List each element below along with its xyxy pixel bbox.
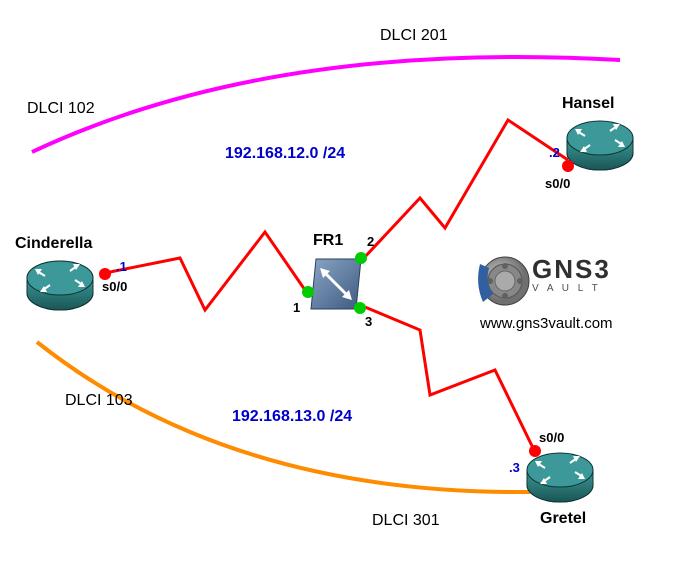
router-gretel [525,450,595,505]
iface-gretel: s0/0 [539,430,564,445]
port-gretel [529,445,541,457]
label-dlci-301: DLCI 301 [372,512,440,530]
port-fr1-3 [354,302,366,314]
label-cinderella: Cinderella [15,235,92,253]
label-hansel: Hansel [562,95,614,113]
label-subnet-13: 192.168.13.0 /24 [232,408,352,426]
router-cinderella [25,258,95,313]
portnum-1: 1 [293,300,300,315]
link-fr1-hansel [362,120,568,260]
gns3-logo [475,254,530,314]
ip-gretel: .3 [509,460,520,475]
label-dlci-103: DLCI 103 [65,392,133,410]
label-dlci-102: DLCI 102 [27,100,95,118]
port-hansel [562,160,574,172]
ip-hansel: .2 [549,145,560,160]
label-url: www.gns3vault.com [480,315,613,332]
link-cinderella-fr1 [105,232,305,310]
label-gretel: Gretel [540,510,586,528]
port-fr1-2 [355,252,367,264]
label-dlci-201: DLCI 201 [380,27,448,45]
label-fr1: FR1 [313,232,343,250]
router-hansel [565,118,635,173]
gns3-title: GNS3 [532,254,611,285]
gns3-vault: V A U L T [532,283,611,294]
portnum-2: 2 [367,234,374,249]
gns3-text-block: GNS3 V A U L T [532,254,611,294]
arc-magenta [32,57,620,152]
label-subnet-12: 192.168.12.0 /24 [225,145,345,163]
iface-hansel: s0/0 [545,176,570,191]
ip-cinderella: .1 [116,259,127,274]
iface-cinderella: s0/0 [102,279,127,294]
portnum-3: 3 [365,314,372,329]
port-fr1-1 [302,286,314,298]
